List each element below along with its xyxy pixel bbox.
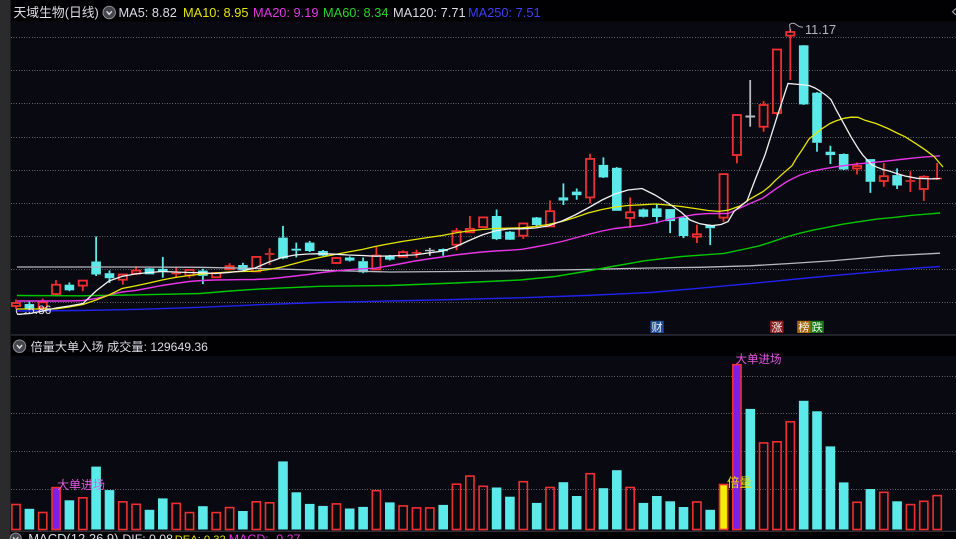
- svg-text:MA120: 7.71: MA120: 7.71: [393, 5, 466, 20]
- svg-text:MACD: -0.27: MACD: -0.27: [229, 532, 301, 539]
- svg-text:MA5: 8.82: MA5: 8.82: [119, 5, 177, 20]
- svg-text:涨: 涨: [771, 321, 782, 334]
- svg-text:跌: 跌: [812, 320, 823, 334]
- svg-text:大单进场: 大单进场: [57, 478, 105, 492]
- svg-text:倍量: 倍量: [727, 475, 752, 490]
- svg-text:天域生物(日线): 天域生物(日线): [14, 5, 99, 20]
- svg-text:DEA: 0.32: DEA: 0.32: [175, 534, 226, 539]
- svg-text:MA250: 7.51: MA250: 7.51: [468, 5, 541, 20]
- svg-text:倍量大单入场 成交量: 129649.36: 倍量大单入场 成交量: 129649.36: [31, 339, 209, 354]
- svg-text:MA20: 9.19: MA20: 9.19: [253, 5, 318, 20]
- svg-text:11.17: 11.17: [805, 22, 836, 37]
- svg-text:MA60: 8.34: MA60: 8.34: [323, 5, 388, 20]
- svg-text:5.86: 5.86: [28, 303, 52, 317]
- svg-text:财: 财: [652, 320, 663, 334]
- svg-text:榜: 榜: [798, 320, 809, 334]
- svg-text:DIF: 0.08: DIF: 0.08: [122, 532, 173, 539]
- svg-text:MA10: 8.95: MA10: 8.95: [183, 5, 248, 20]
- svg-text:MACD(12,26,9): MACD(12,26,9): [28, 531, 118, 539]
- svg-text:大单进场: 大单进场: [736, 352, 782, 366]
